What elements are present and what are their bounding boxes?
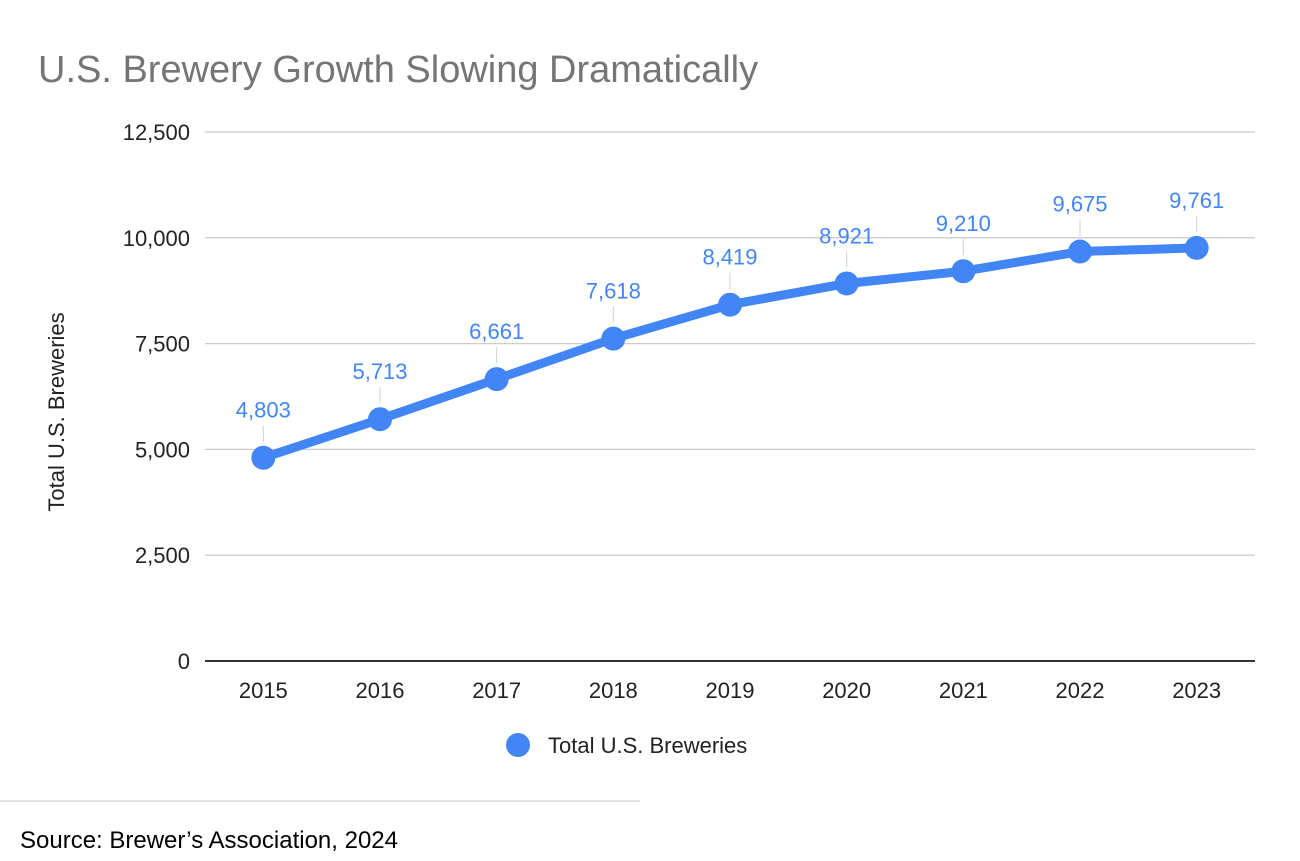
data-label: 9,761 [1169, 188, 1224, 213]
series-total-us-breweries [251, 235, 1209, 470]
y-tick-label: 0 [178, 649, 190, 674]
data-point [718, 292, 742, 317]
y-tick-label: 10,000 [123, 226, 190, 251]
data-point [834, 271, 859, 296]
data-label: 7,618 [586, 279, 641, 304]
x-tick-label: 2015 [239, 678, 288, 703]
x-tick-label: 2023 [1172, 678, 1221, 703]
data-point [951, 259, 976, 284]
data-point [484, 367, 509, 392]
data-label: 9,210 [936, 211, 991, 236]
x-tick-label: 2020 [822, 678, 871, 703]
y-tick-label: 5,000 [135, 437, 190, 462]
x-tick-label: 2018 [589, 678, 638, 703]
y-tick-label: 7,500 [135, 332, 190, 357]
x-tick-label: 2016 [356, 678, 405, 703]
data-label: 6,661 [469, 319, 524, 344]
x-tick-label: 2019 [706, 678, 755, 703]
data-point [368, 407, 392, 432]
y-tick-label: 12,500 [123, 120, 190, 145]
y-tick-label: 2,500 [135, 543, 190, 568]
gridlines: 0 2,500 5,000 7,500 10,000 12,500 [123, 120, 1255, 674]
data-point [251, 445, 276, 470]
data-label: 8,419 [702, 245, 757, 270]
data-label: 5,713 [352, 359, 407, 384]
data-labels: 4,803 5,713 6,661 7,618 8,419 8,921 9,210 9,675… [236, 188, 1224, 442]
axes: 2015 2016 2017 2018 2019 2020 2021 2022 2023 [205, 660, 1255, 703]
data-point [1184, 235, 1209, 260]
y-axis-title: Total U.S. Breweries [44, 312, 69, 511]
data-label: 9,675 [1052, 192, 1107, 217]
legend-marker [506, 733, 530, 757]
x-tick-label: 2022 [1056, 678, 1105, 703]
legend-label: Total U.S. Breweries [548, 733, 747, 758]
chart-title: U.S. Brewery Growth Slowing Dramatically [38, 49, 758, 91]
data-label: 4,803 [236, 398, 291, 423]
x-tick-label: 2017 [472, 678, 521, 703]
source-citation: Source: Brewer’s Association, 2024 [20, 827, 398, 854]
data-label: 8,921 [819, 223, 874, 248]
data-point [601, 326, 626, 351]
legend: Total U.S. Breweries [506, 733, 747, 758]
data-point [1068, 239, 1092, 264]
x-tick-label: 2021 [939, 678, 988, 703]
